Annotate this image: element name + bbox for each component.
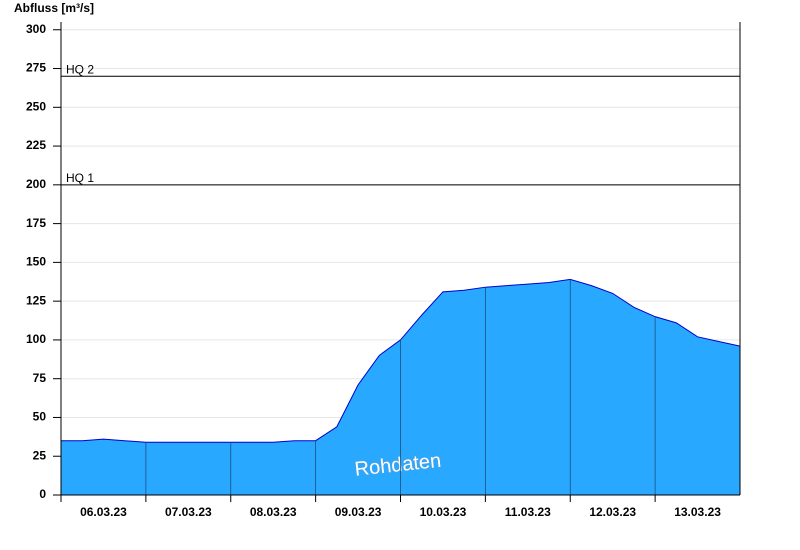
x-tick-label: 11.03.23 bbox=[505, 505, 551, 519]
y-axis-title: Abfluss [m³/s] bbox=[14, 1, 94, 15]
x-tick-label: 07.03.23 bbox=[165, 505, 212, 519]
y-tick-label: 300 bbox=[26, 22, 46, 36]
area-line bbox=[61, 278, 741, 443]
x-tick-label: 06.03.23 bbox=[80, 505, 127, 519]
x-tick-label: 08.03.23 bbox=[250, 505, 297, 519]
y-tick-label: 50 bbox=[33, 410, 47, 424]
y-tick-label: 150 bbox=[26, 255, 46, 269]
y-tick-label: 25 bbox=[33, 448, 47, 462]
y-tick-label: 100 bbox=[26, 332, 46, 346]
x-tick-label: 12.03.23 bbox=[589, 505, 636, 519]
x-tick-label: 10.03.23 bbox=[420, 505, 467, 519]
reference-label: HQ 1 bbox=[66, 171, 94, 185]
y-tick-label: 175 bbox=[26, 216, 46, 230]
y-tick-label: 250 bbox=[26, 99, 46, 113]
y-tick-label: 275 bbox=[26, 61, 46, 75]
y-tick-label: 225 bbox=[26, 138, 46, 152]
reference-label: HQ 2 bbox=[66, 62, 94, 76]
x-tick-label: 09.03.23 bbox=[335, 505, 382, 519]
y-tick-label: 0 bbox=[39, 487, 46, 501]
y-tick-label: 125 bbox=[26, 293, 46, 307]
x-tick-label: 13.03.23 bbox=[674, 505, 721, 519]
y-tick-label: 200 bbox=[26, 177, 46, 191]
y-tick-label: 75 bbox=[33, 371, 47, 385]
